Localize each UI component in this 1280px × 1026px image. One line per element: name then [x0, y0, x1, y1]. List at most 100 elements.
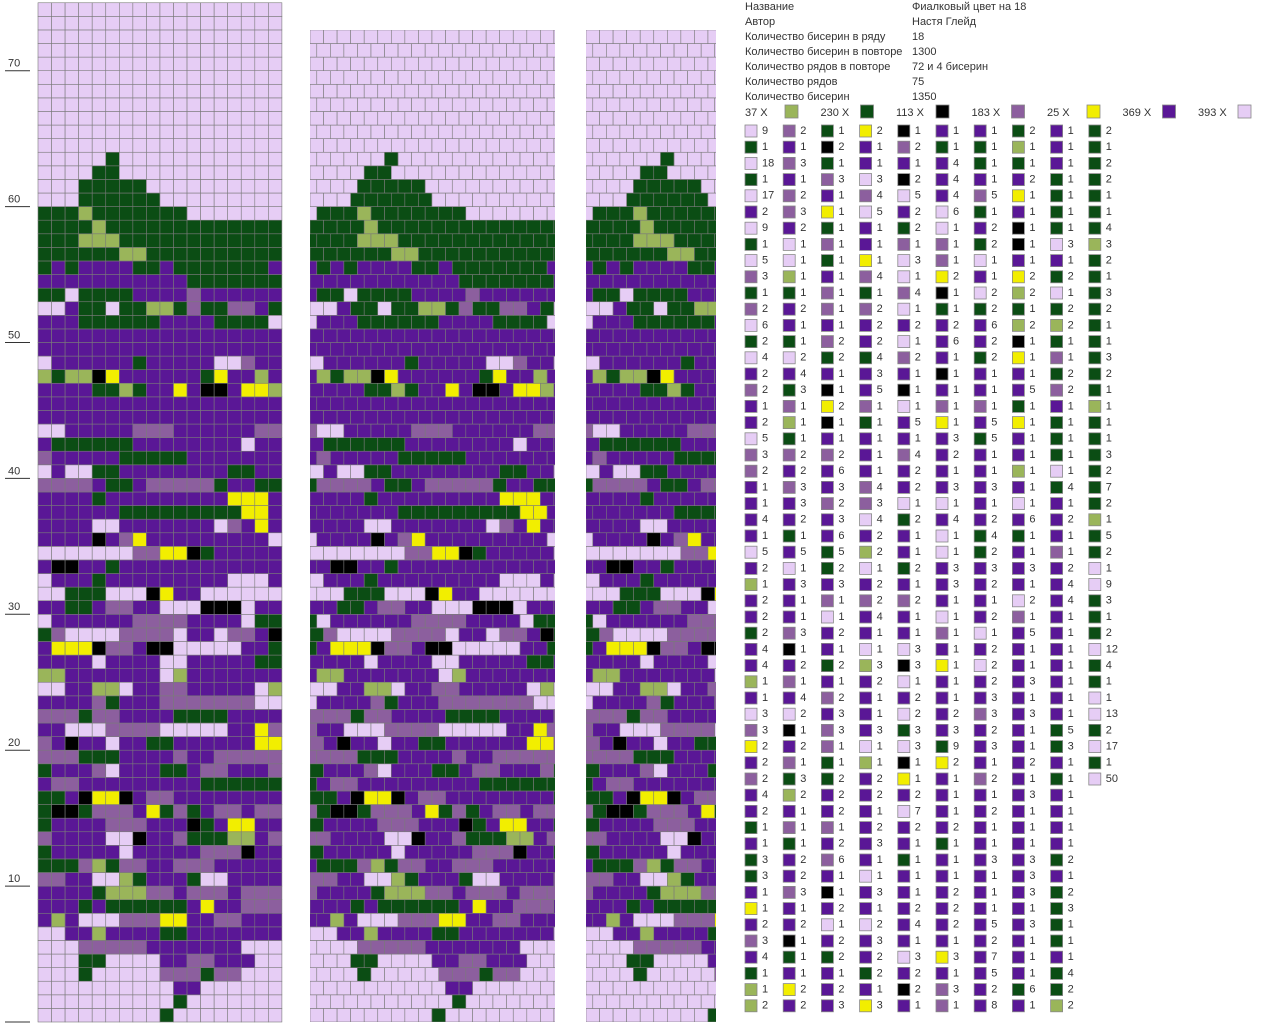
- bead: [680, 437, 695, 452]
- word-count: 3: [877, 368, 883, 380]
- bead: [173, 953, 188, 968]
- bead: [606, 478, 621, 493]
- bead: [561, 261, 575, 275]
- word-count: 1: [762, 174, 768, 186]
- bead: [533, 722, 548, 737]
- word-swatch: [1088, 707, 1102, 721]
- bead: [370, 342, 385, 357]
- bead: [240, 899, 256, 914]
- bead: [653, 573, 668, 588]
- bead: [465, 831, 480, 846]
- word-swatch: [1012, 902, 1025, 915]
- bead: [37, 546, 52, 561]
- bead: [390, 736, 406, 751]
- word-swatch: [1050, 480, 1063, 494]
- bead: [377, 872, 392, 887]
- bead: [465, 777, 480, 792]
- bead: [51, 600, 66, 615]
- bead: [310, 138, 324, 153]
- bead: [105, 491, 120, 506]
- bead: [268, 641, 283, 656]
- bead: [78, 804, 93, 819]
- bead: [451, 43, 467, 58]
- bead: [384, 151, 399, 167]
- bead: [37, 83, 52, 99]
- bead: [227, 382, 242, 398]
- bead: [336, 165, 351, 180]
- word-count: 3: [838, 174, 844, 186]
- bead: [105, 749, 120, 765]
- bead: [492, 287, 507, 303]
- word-swatch: [1012, 562, 1025, 575]
- word-count: 1: [953, 854, 959, 866]
- bead: [606, 369, 621, 384]
- bead: [37, 709, 52, 724]
- word-swatch: [782, 367, 796, 381]
- bead: [451, 912, 467, 928]
- word-count: 1: [1068, 141, 1074, 153]
- bead: [119, 287, 134, 303]
- bead: [132, 43, 147, 58]
- bead: [586, 111, 600, 126]
- bead: [159, 559, 174, 574]
- bead: [431, 926, 446, 941]
- bead: [546, 641, 555, 656]
- bead: [728, 315, 742, 329]
- word-swatch: [1012, 918, 1025, 932]
- bead: [310, 30, 311, 44]
- bead: [254, 926, 269, 941]
- bead: [592, 179, 607, 194]
- bead: [639, 328, 655, 343]
- word-swatch: [821, 529, 834, 543]
- bead: [105, 613, 120, 629]
- word-swatch: [821, 756, 834, 770]
- word-swatch: [973, 124, 987, 138]
- bead: [519, 179, 534, 194]
- bead: [390, 83, 406, 99]
- bead: [330, 287, 345, 303]
- bead: [512, 56, 528, 72]
- word-swatch: [782, 707, 796, 721]
- bead: [91, 885, 107, 900]
- bead: [438, 613, 453, 629]
- word-count: 2: [800, 514, 806, 526]
- bead: [694, 219, 709, 235]
- bead: [418, 872, 433, 887]
- word-count: 6: [953, 206, 959, 218]
- bead: [384, 478, 399, 493]
- bead: [707, 627, 716, 642]
- bead: [78, 953, 93, 968]
- word-count: 3: [800, 579, 806, 591]
- bead: [728, 478, 742, 492]
- bead: [451, 532, 467, 547]
- bead: [606, 831, 621, 846]
- bead: [363, 328, 379, 343]
- bead: [626, 518, 641, 534]
- bead: [728, 179, 742, 193]
- legend-count: 230 X: [821, 107, 850, 119]
- bead: [159, 165, 174, 180]
- bead: [146, 450, 161, 466]
- bead: [411, 179, 426, 194]
- bead: [213, 437, 228, 452]
- bead: [714, 967, 716, 982]
- bead: [370, 586, 385, 602]
- bead: [722, 166, 736, 180]
- bead: [546, 315, 555, 330]
- word-count: 1: [1068, 546, 1074, 558]
- word-count: 1: [953, 967, 959, 979]
- bead: [666, 382, 682, 398]
- word-swatch: [859, 967, 872, 980]
- word-count: 1: [1068, 157, 1074, 169]
- bead: [310, 654, 324, 669]
- bead: [694, 355, 709, 370]
- bead: [78, 695, 93, 710]
- word-count: 2: [915, 222, 921, 234]
- bead: [357, 423, 372, 438]
- bead: [268, 1008, 283, 1023]
- bead: [586, 858, 594, 873]
- bead: [186, 600, 201, 615]
- bead: [707, 926, 716, 941]
- bead: [105, 192, 120, 207]
- bead: [330, 124, 345, 139]
